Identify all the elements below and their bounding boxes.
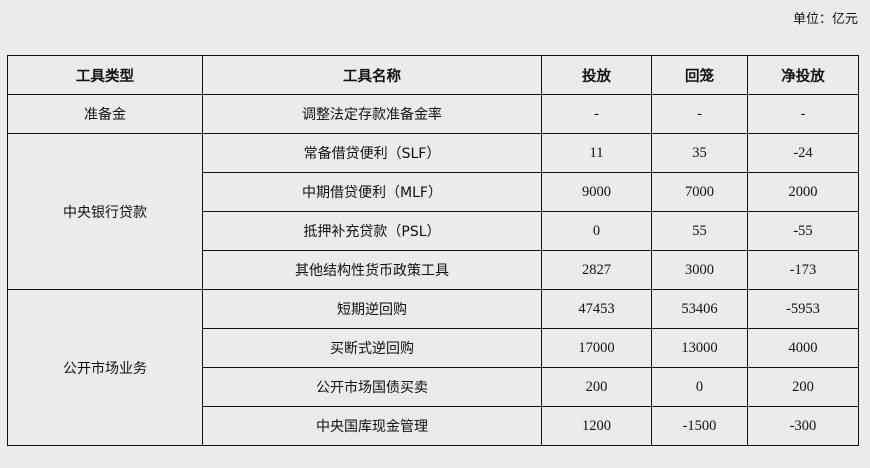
tool-name-cell: 抵押补充贷款（PSL） [202,211,542,251]
withdrawal-cell: - [651,94,748,134]
withdrawal-cell: 35 [651,133,748,173]
net-injection-cell: 2000 [747,172,859,212]
net-injection-cell: -24 [747,133,859,173]
tool-type-cell: 公开市场业务 [7,289,203,446]
net-injection-cell: -173 [747,250,859,290]
tool-name-cell: 中央国库现金管理 [202,406,542,446]
tool-name-cell: 其他结构性货币政策工具 [202,250,542,290]
net-injection-cell: 4000 [747,328,859,368]
withdrawal-cell: 0 [651,367,748,407]
table-row: 中央银行贷款 常备借贷便利（SLF） 11 35 -24 [7,133,859,290]
injection-cell: 17000 [541,328,652,368]
unit-label: 单位：亿元 [792,12,858,27]
net-injection-cell: -5953 [747,289,859,329]
tool-name-cell: 买断式逆回购 [202,328,542,368]
injection-cell: 200 [541,367,652,407]
table-row: 其他结构性货币政策工具 2827 3000 -173 [8,250,859,290]
net-injection-cell: - [747,94,859,134]
tool-name-cell: 常备借贷便利（SLF） [202,133,542,173]
injection-cell: 2827 [541,250,652,290]
tool-name-cell: 公开市场国债买卖 [202,367,542,407]
injection-cell: 47453 [541,289,652,329]
table-row: 中央国库现金管理 1200 -1500 -300 [8,406,859,446]
table-row: 公开市场国债买卖 200 0 200 [8,367,859,407]
injection-cell: 1200 [541,406,652,446]
withdrawal-cell: 55 [651,211,748,251]
tool-name-cell: 调整法定存款准备金率 [202,94,542,134]
withdrawal-cell: 13000 [651,328,748,368]
monetary-tools-table: 工具类型 工具名称 投放 回笼 净投放 准备金 调整法定存款准备金率 - - - 中央银行… [7,55,859,446]
tool-type-cell: 准备金 [7,94,203,134]
withdrawal-cell: 53406 [651,289,748,329]
tool-type-cell: 中央银行贷款 [7,133,203,290]
withdrawal-cell: 3000 [651,250,748,290]
header-injection: 投放 [541,55,652,95]
header-row: 工具类型 工具名称 投放 回笼 净投放 [7,55,859,95]
withdrawal-cell: -1500 [651,406,748,446]
injection-cell: 11 [541,133,652,173]
header-tool-type: 工具类型 [7,55,203,95]
withdrawal-cell: 7000 [651,172,748,212]
injection-cell: - [541,94,652,134]
injection-cell: 9000 [541,172,652,212]
net-injection-cell: 200 [747,367,859,407]
tool-name-cell: 短期逆回购 [202,289,542,329]
table-row: 公开市场业务 短期逆回购 47453 53406 -5953 [7,289,859,446]
header-net-injection: 净投放 [747,55,859,95]
table-row: 中期借贷便利（MLF） 9000 7000 2000 [8,172,859,212]
table-row: 准备金 调整法定存款准备金率 - - - [7,94,859,134]
net-injection-cell: -300 [747,406,859,446]
tool-name-cell: 中期借贷便利（MLF） [202,172,542,212]
table-row: 抵押补充贷款（PSL） 0 55 -55 [8,211,859,251]
header-tool-name: 工具名称 [202,55,542,95]
injection-cell: 0 [541,211,652,251]
header-withdrawal: 回笼 [651,55,748,95]
net-injection-cell: -55 [747,211,859,251]
